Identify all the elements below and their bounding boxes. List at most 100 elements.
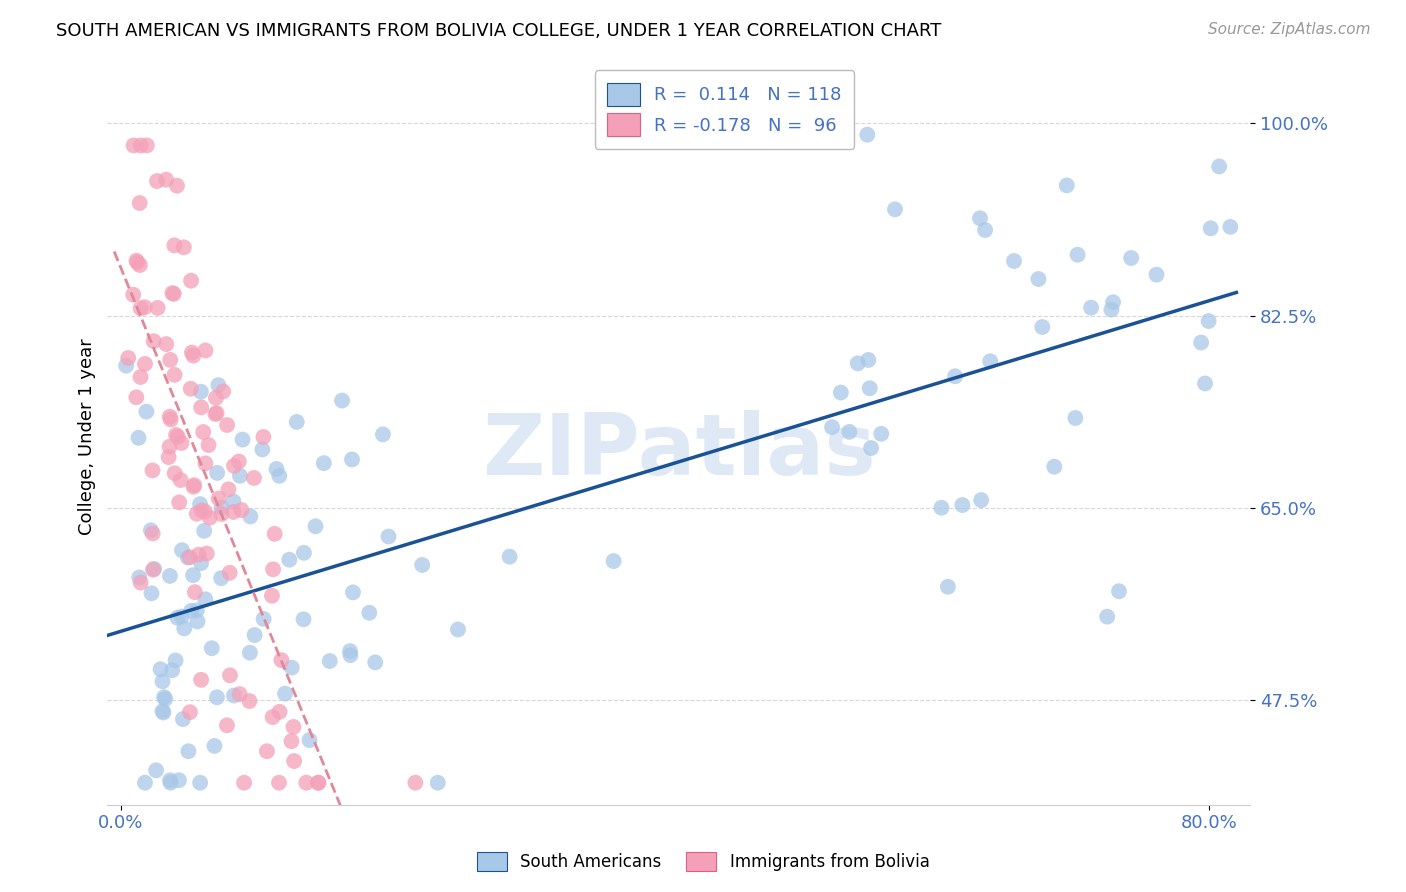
Point <box>1102 295 1125 310</box>
Point <box>201 641 224 656</box>
Point <box>205 391 228 405</box>
Point <box>211 500 233 515</box>
Point <box>330 393 353 408</box>
Point <box>160 663 183 677</box>
Point <box>134 300 156 314</box>
Point <box>153 692 176 706</box>
Point <box>153 690 176 705</box>
Point <box>170 609 193 624</box>
Point <box>280 734 302 748</box>
Point <box>292 546 315 560</box>
Point <box>128 431 150 445</box>
Point <box>404 775 426 789</box>
Point <box>298 733 321 747</box>
Point <box>179 705 201 719</box>
Point <box>170 436 193 450</box>
Point <box>186 603 208 617</box>
Point <box>142 526 165 541</box>
Point <box>252 612 274 626</box>
Point <box>252 442 274 457</box>
Point <box>146 301 169 315</box>
Point <box>157 450 180 464</box>
Point <box>127 255 149 269</box>
Point <box>129 575 152 590</box>
Point <box>219 668 242 682</box>
Point <box>262 562 284 576</box>
Point <box>295 775 318 789</box>
Point <box>1108 584 1130 599</box>
Point <box>308 775 330 789</box>
Point <box>177 550 200 565</box>
Point <box>198 510 221 524</box>
Point <box>128 570 150 584</box>
Point <box>180 274 202 288</box>
Point <box>274 687 297 701</box>
Point <box>270 653 292 667</box>
Point <box>122 287 145 301</box>
Point <box>204 739 226 753</box>
Point <box>186 615 208 629</box>
Point <box>193 524 215 538</box>
Point <box>181 345 204 359</box>
Point <box>238 694 260 708</box>
Point <box>128 258 150 272</box>
Point <box>159 352 181 367</box>
Point <box>181 568 204 582</box>
Point <box>179 550 201 565</box>
Point <box>870 426 893 441</box>
Point <box>115 359 138 373</box>
Point <box>184 585 207 599</box>
Point <box>229 468 252 483</box>
Point <box>190 556 212 570</box>
Point <box>860 441 883 455</box>
Point <box>166 430 188 444</box>
Point <box>218 566 240 580</box>
Point <box>243 628 266 642</box>
Point <box>129 370 152 384</box>
Point <box>266 462 288 476</box>
Point <box>936 580 959 594</box>
Point <box>172 712 194 726</box>
Point <box>183 480 205 494</box>
Point <box>239 509 262 524</box>
Point <box>233 775 256 789</box>
Point <box>183 349 205 363</box>
Point <box>231 503 253 517</box>
Point <box>159 409 181 424</box>
Point <box>1095 609 1118 624</box>
Point <box>307 775 329 789</box>
Point <box>194 592 217 607</box>
Point <box>858 353 880 368</box>
Text: ZIPatlas: ZIPatlas <box>482 409 876 492</box>
Point <box>143 562 166 576</box>
Point <box>340 452 363 467</box>
Point <box>283 754 305 768</box>
Point <box>187 548 209 562</box>
Point <box>931 500 953 515</box>
Point <box>222 458 245 473</box>
Point <box>190 401 212 415</box>
Point <box>190 673 212 687</box>
Point <box>190 384 212 399</box>
Point <box>204 407 226 421</box>
Point <box>252 430 274 444</box>
Point <box>974 223 997 237</box>
Point <box>194 456 217 470</box>
Legend: R =  0.114   N = 118, R = -0.178   N =  96: R = 0.114 N = 118, R = -0.178 N = 96 <box>595 70 855 149</box>
Point <box>205 466 228 480</box>
Point <box>159 775 181 789</box>
Point <box>339 644 361 658</box>
Point <box>884 202 907 217</box>
Point <box>159 773 181 788</box>
Point <box>186 507 208 521</box>
Point <box>232 433 254 447</box>
Point <box>129 301 152 316</box>
Point <box>1066 248 1088 262</box>
Point <box>969 211 991 226</box>
Point <box>292 612 315 626</box>
Point <box>269 468 291 483</box>
Point <box>222 494 245 508</box>
Text: Source: ZipAtlas.com: Source: ZipAtlas.com <box>1208 22 1371 37</box>
Point <box>128 196 150 211</box>
Point <box>447 623 470 637</box>
